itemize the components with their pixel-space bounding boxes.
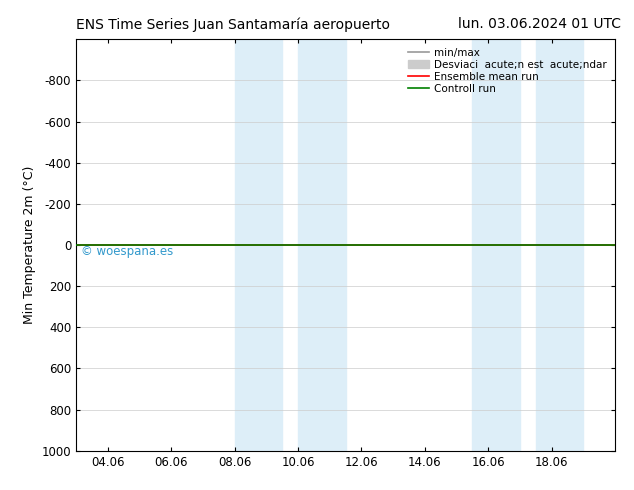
Bar xyxy=(298,39,346,451)
Text: © woespana.es: © woespana.es xyxy=(81,245,174,258)
Text: ENS Time Series Juan Santamaría aeropuerto: ENS Time Series Juan Santamaría aeropuer… xyxy=(76,17,390,32)
Y-axis label: Min Temperature 2m (°C): Min Temperature 2m (°C) xyxy=(23,166,36,324)
Legend: min/max, Desviaci  acute;n est  acute;ndar, Ensemble mean run, Controll run: min/max, Desviaci acute;n est acute;ndar… xyxy=(404,45,610,97)
Bar xyxy=(472,39,520,451)
Text: lun. 03.06.2024 01 UTC: lun. 03.06.2024 01 UTC xyxy=(458,17,621,31)
Bar xyxy=(536,39,583,451)
Bar xyxy=(235,39,282,451)
